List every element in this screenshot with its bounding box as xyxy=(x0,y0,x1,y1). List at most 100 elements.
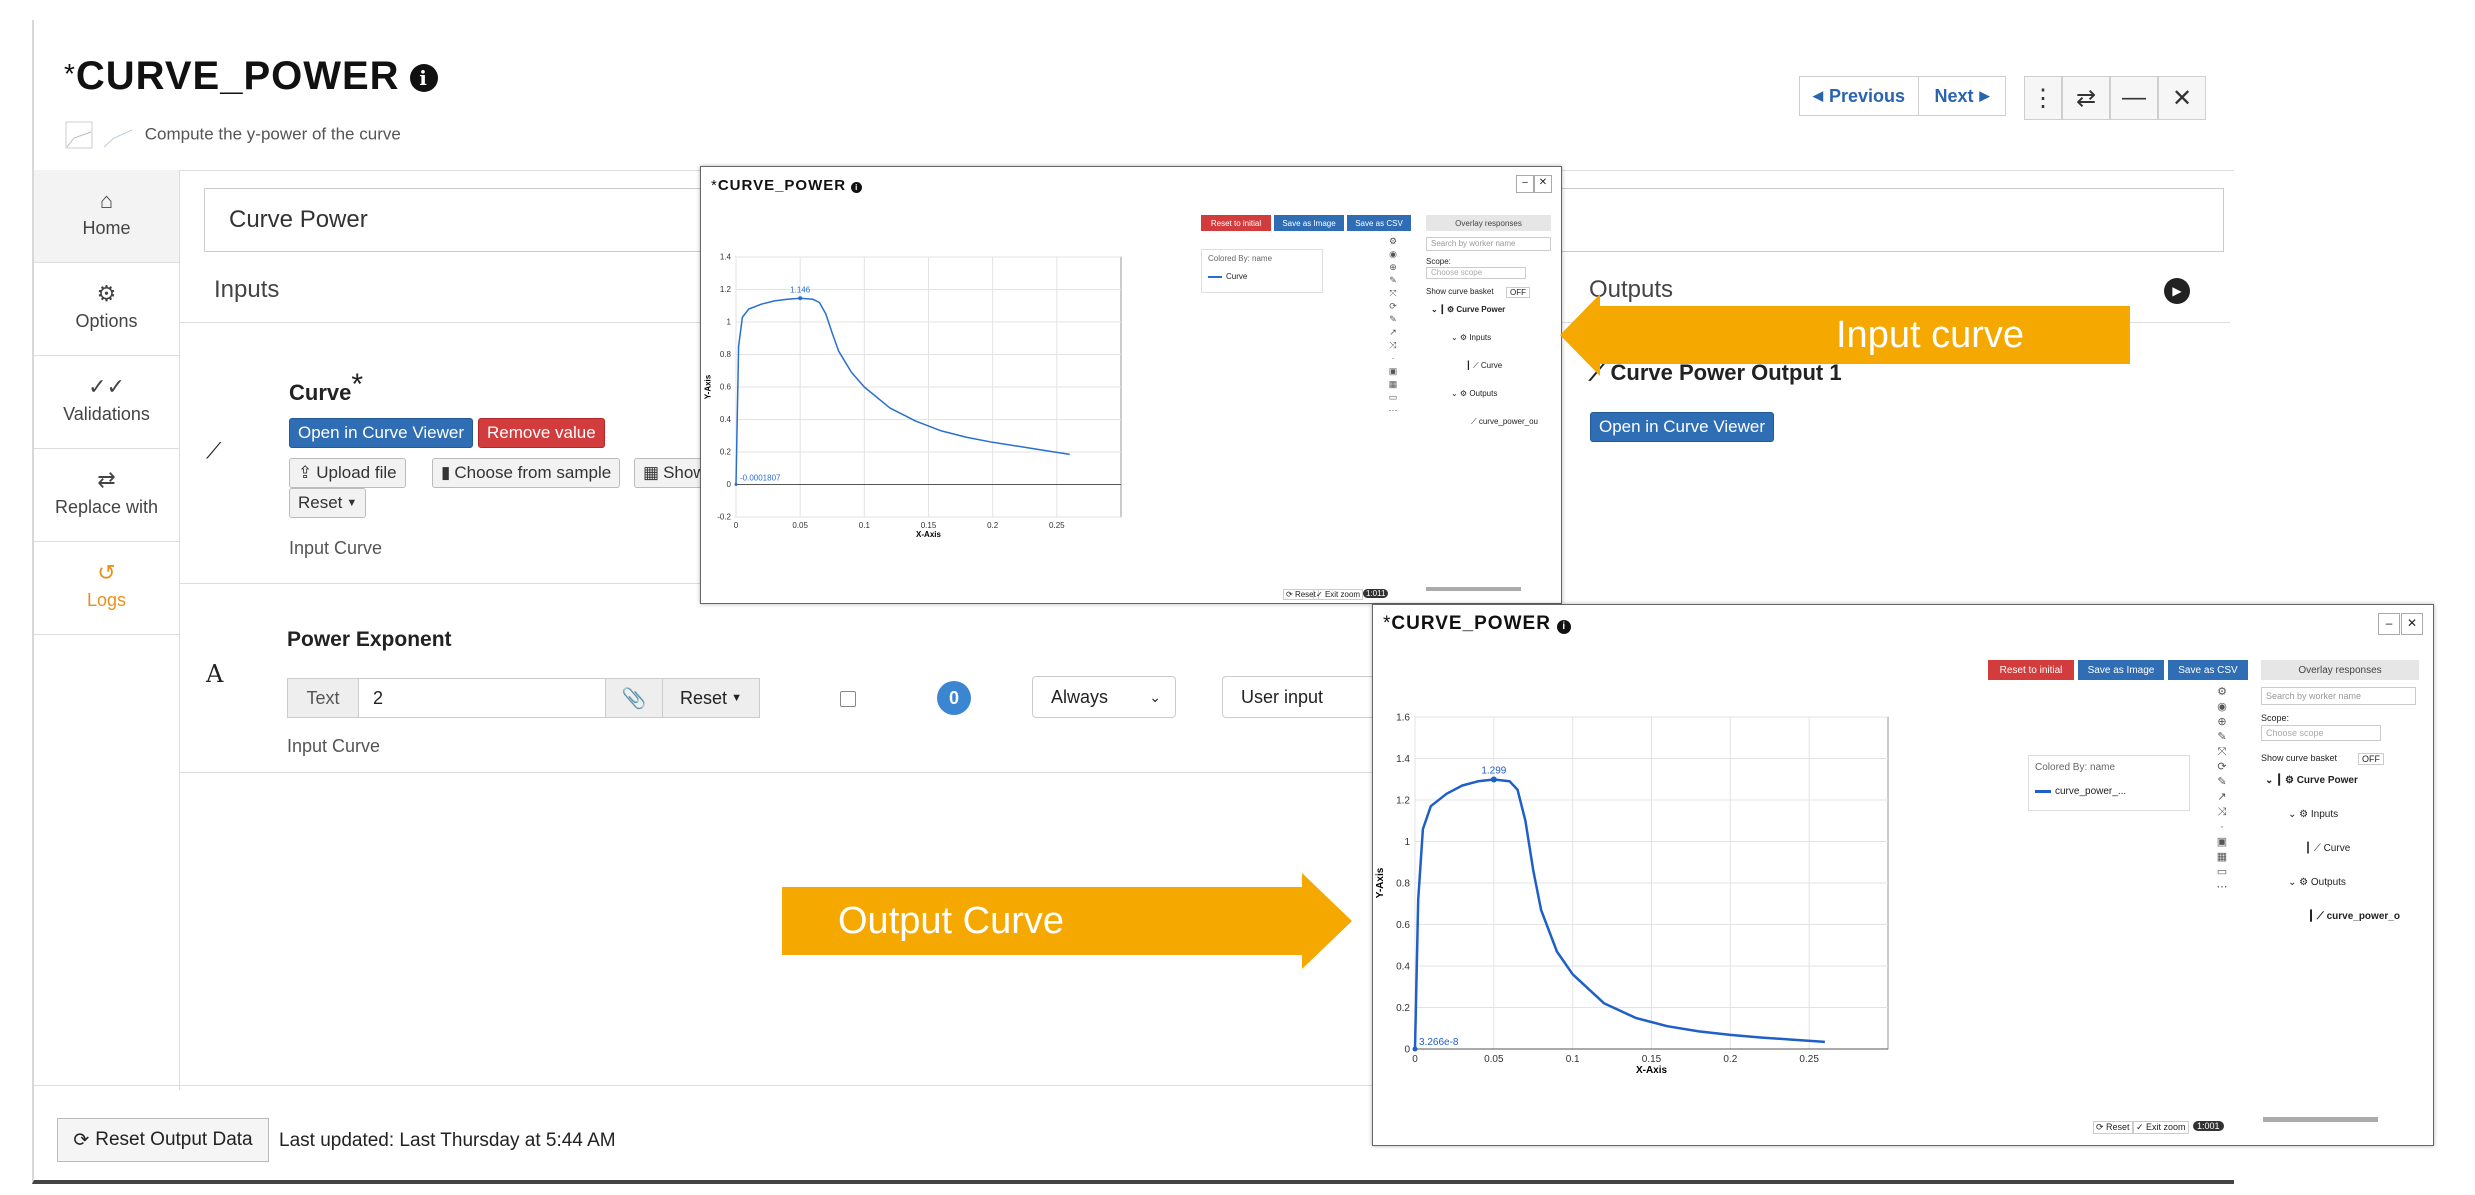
y-tick-label: 0.6 xyxy=(1396,920,1410,931)
upload-label: Upload file xyxy=(316,463,397,482)
exit-zoom-button[interactable]: ✓ Exit zoom xyxy=(2133,1121,2189,1134)
play-icon[interactable]: ▶ xyxy=(2164,278,2190,304)
close-button[interactable]: ✕ xyxy=(2401,613,2423,635)
tree-curve[interactable]: ┃ ⟋ Curve xyxy=(2305,843,2351,854)
sidebar: ⌂ Home ⚙ Options ✓✓ Validations ⇄ Replace wi… xyxy=(34,170,180,1090)
output-curve-chart[interactable]: 0 0.05 0.1 0.15 0.2 0.25 0 0.2 0.4 0.6 0.8 1 1.2 1.4 1… xyxy=(1373,681,2253,1121)
unsaved-star: * xyxy=(1383,613,1392,634)
reset-output-button[interactable]: ⟳ Reset Output Data xyxy=(57,1118,269,1162)
tree-outputs[interactable]: ⌄ ⚙ Outputs xyxy=(2288,877,2346,888)
tree-outputs-label: Outputs xyxy=(2310,877,2346,888)
legend-header: Colored By: name xyxy=(2035,762,2116,773)
reset-zoom-button[interactable]: ⟳ Reset xyxy=(1283,589,1319,600)
legend-item[interactable]: Curve xyxy=(1208,272,1247,281)
minimize-button[interactable]: – xyxy=(2378,613,2400,635)
output-open-curve-viewer-button[interactable]: Open in Curve Viewer xyxy=(1590,412,1774,442)
subtitle-text: Compute the y-power of the curve xyxy=(144,124,401,144)
close-button[interactable]: ✕ xyxy=(2158,76,2206,120)
chart-legend: Colored By: name curve_power_... xyxy=(2028,755,2190,811)
save-csv-button[interactable]: Save as CSV xyxy=(1347,215,1411,231)
swap-button[interactable]: ⇄ xyxy=(2062,76,2110,120)
scope-select[interactable]: Choose scope xyxy=(1426,267,1526,279)
y-tick-label: 0.2 xyxy=(1396,1003,1410,1014)
exit-zoom-button[interactable]: ✓ Exit zoom xyxy=(1313,589,1364,600)
tree-root-label: Curve Power xyxy=(2296,775,2358,786)
overlay-responses-button[interactable]: Overlay responses xyxy=(1426,215,1551,231)
minimize-button[interactable]: — xyxy=(2110,76,2158,120)
tree-inputs[interactable]: ⌄ ⚙ Inputs xyxy=(2288,809,2339,820)
more-options-button[interactable]: ⋮ xyxy=(2024,76,2062,120)
basket-toggle[interactable]: OFF xyxy=(1506,287,1530,298)
choose-sample-button[interactable]: ▮ Choose from sample xyxy=(432,458,621,488)
legend-item[interactable]: curve_power_... xyxy=(2035,786,2126,797)
history-icon: ↺ xyxy=(97,560,116,585)
y-tick-label: 1.4 xyxy=(1396,754,1410,765)
power-exponent-input[interactable]: 2 xyxy=(358,678,606,718)
chart-toolbar[interactable]: ⚙ ◉ ⊕ ✎ ⤧ ⟳ ✎ ↗ ⤨ · ▣ ▦ ▭ ⋯ xyxy=(2216,686,2228,893)
file-icon: ▮ xyxy=(441,463,451,482)
open-curve-viewer-button[interactable]: Open in Curve Viewer xyxy=(289,418,473,448)
chart-toolbar[interactable]: ⚙ ◉ ⊕ ✎ ⤧ ⟳ ✎ ↗ ⤨ · ▣ ▦ ▭ ⋯ xyxy=(1388,236,1398,415)
y-tick-label: 0.4 xyxy=(720,415,732,424)
close-button[interactable]: ✕ xyxy=(1534,175,1552,193)
previous-button[interactable]: ◀ Previous xyxy=(1799,76,1919,116)
sidebar-item-replace-with[interactable]: ⇄ Replace with xyxy=(34,449,179,542)
upload-file-button[interactable]: ⇪ Upload file xyxy=(289,458,406,488)
save-csv-button[interactable]: Save as CSV xyxy=(2168,660,2248,680)
tree-output-item[interactable]: ┃ ⟋ curve_power_o xyxy=(2308,911,2400,922)
y-axis-label: Y-Axis xyxy=(703,374,712,399)
curve-thumbnail-icon xyxy=(65,121,133,149)
overlay-responses-button[interactable]: Overlay responses xyxy=(2261,660,2419,680)
scrollbar[interactable] xyxy=(2263,1117,2378,1122)
curve-caption: Input Curve xyxy=(289,538,383,558)
attach-button[interactable]: 📎 xyxy=(605,678,663,718)
last-updated-text: Last updated: Last Thursday at 5:44 AM xyxy=(279,1130,616,1151)
sidebar-item-options[interactable]: ⚙ Options xyxy=(34,263,179,356)
next-button[interactable]: Next ▶ xyxy=(1918,76,2006,116)
minimize-button[interactable]: – xyxy=(1516,175,1534,193)
caret-down-icon: ▼ xyxy=(346,497,358,509)
info-icon[interactable]: i xyxy=(409,64,438,92)
tree-root[interactable]: ⌄ ┃ ⚙ Curve Power xyxy=(1431,305,1506,314)
tree-outputs[interactable]: ⌄ ⚙ Outputs xyxy=(1451,389,1498,398)
reset-initial-button[interactable]: Reset to initial xyxy=(1201,215,1271,231)
unsaved-star: * xyxy=(711,177,718,194)
swap-icon: ⇄ xyxy=(97,467,116,492)
y-tick-label: 0 xyxy=(1404,1044,1410,1055)
always-select[interactable]: Always ⌄ xyxy=(1032,676,1176,718)
legend-header: Colored By: name xyxy=(1208,254,1273,263)
tree-curve[interactable]: ┃ ⟋ Curve xyxy=(1466,361,1503,370)
sidebar-item-validations[interactable]: ✓✓ Validations xyxy=(34,356,179,449)
info-icon[interactable]: i xyxy=(851,182,863,193)
search-input[interactable]: Search by worker name xyxy=(1426,237,1551,251)
popup-title: *CURVE_POWER i xyxy=(1383,613,1572,635)
tree-inputs[interactable]: ⌄ ⚙ Inputs xyxy=(1451,333,1492,342)
refresh-icon: ⟳ xyxy=(73,1129,90,1151)
reset-zoom-button[interactable]: ⟳ Reset xyxy=(2093,1121,2133,1134)
x-tick-label: 0.05 xyxy=(1484,1054,1504,1065)
peak-point xyxy=(798,296,803,301)
always-label: Always xyxy=(1051,687,1109,707)
scope-select[interactable]: Choose scope xyxy=(2261,725,2381,741)
divider xyxy=(180,772,1400,773)
search-input[interactable]: Search by worker name xyxy=(2261,687,2416,705)
sidebar-item-home[interactable]: ⌂ Home xyxy=(34,170,179,263)
tree-root[interactable]: ⌄ ┃ ⚙ Curve Power xyxy=(2265,775,2358,786)
double-check-icon: ✓✓ xyxy=(88,374,125,399)
sidebar-item-logs[interactable]: ↺ Logs xyxy=(34,542,179,635)
checkbox[interactable] xyxy=(840,691,856,707)
info-icon[interactable]: i xyxy=(1557,620,1572,634)
basket-toggle[interactable]: OFF xyxy=(2358,753,2384,765)
save-image-button[interactable]: Save as Image xyxy=(1274,215,1344,231)
reset-initial-button[interactable]: Reset to initial xyxy=(1988,660,2074,680)
user-input-select[interactable]: User input xyxy=(1222,676,1402,718)
y-tick-label: 1 xyxy=(1404,837,1410,848)
reset-dropdown[interactable]: Reset ▼ xyxy=(662,678,760,718)
remove-value-button[interactable]: Remove value xyxy=(478,418,605,448)
save-image-button[interactable]: Save as Image xyxy=(2078,660,2164,680)
reset-dropdown[interactable]: Reset ▼ xyxy=(289,488,367,518)
show-basket-label: Show curve basket xyxy=(1426,287,1494,296)
tree-output-item[interactable]: ⟋ curve_power_ou xyxy=(1471,417,1538,426)
input-curve-chart[interactable]: 0 0.05 0.1 0.15 0.2 0.25-0.200.20.40.60.811.2… xyxy=(701,227,1421,597)
scrollbar[interactable] xyxy=(1426,587,1521,591)
